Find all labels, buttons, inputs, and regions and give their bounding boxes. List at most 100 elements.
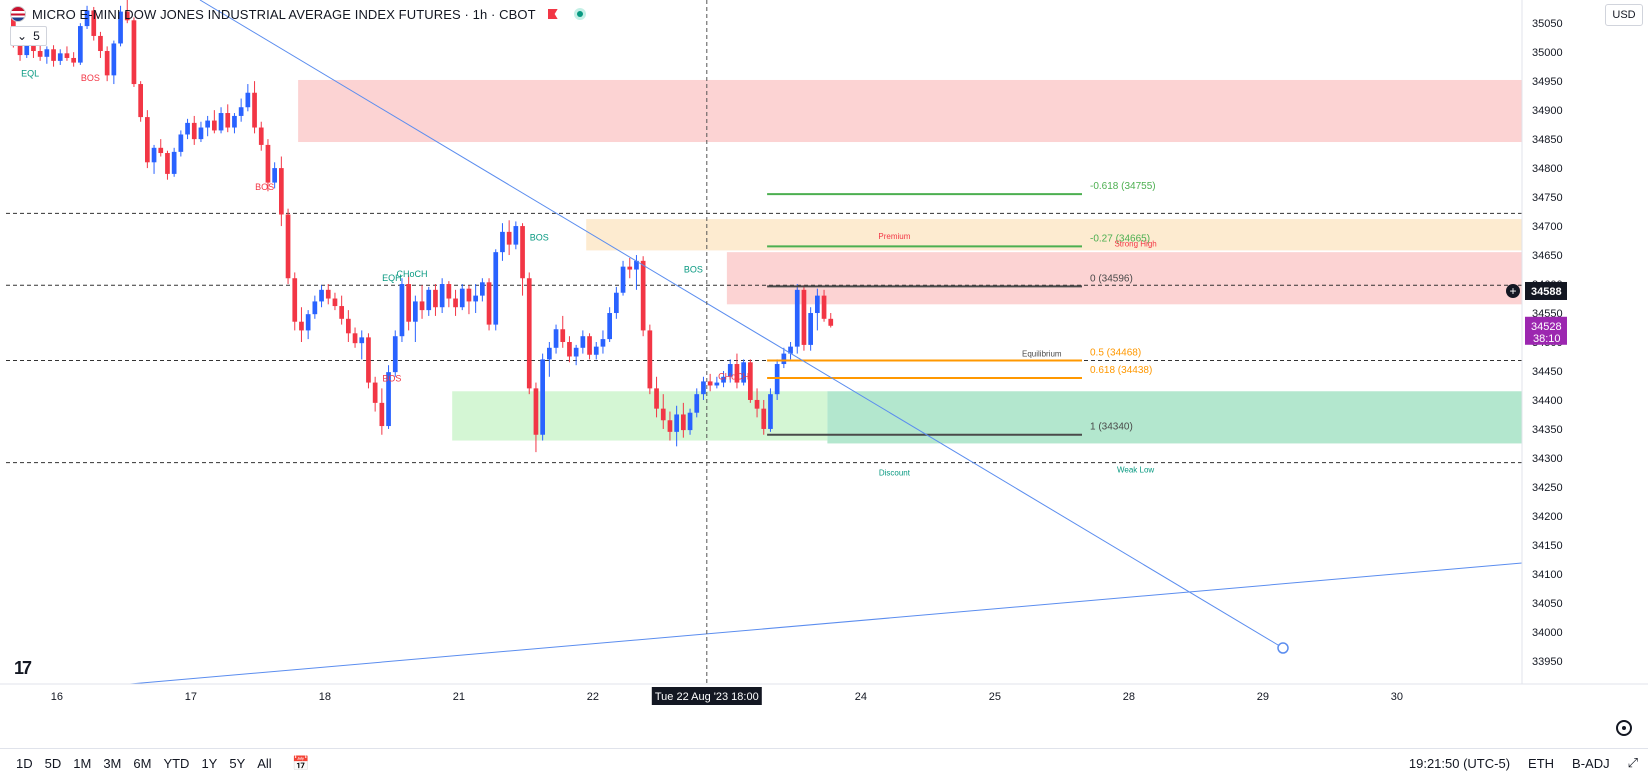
- current-price-badge[interactable]: [1525, 281, 1567, 300]
- candle-body[interactable]: [17, 40, 23, 56]
- session-button[interactable]: ETH: [1528, 755, 1555, 771]
- candle-body[interactable]: [285, 214, 291, 279]
- candle-body[interactable]: [332, 298, 338, 307]
- candle-body[interactable]: [225, 113, 231, 128]
- candle-body[interactable]: [392, 336, 398, 373]
- trendline-handle[interactable]: [1277, 642, 1289, 654]
- candle-body[interactable]: [252, 92, 257, 128]
- candle-body[interactable]: [520, 226, 525, 279]
- candle-body[interactable]: [681, 414, 686, 431]
- candle-body[interactable]: [667, 420, 673, 432]
- candle-body[interactable]: [714, 382, 720, 386]
- candle-body[interactable]: [205, 120, 210, 128]
- currency-button[interactable]: USD: [1605, 4, 1643, 26]
- candle-body[interactable]: [379, 402, 385, 427]
- candle-body[interactable]: [640, 260, 646, 331]
- candle-body[interactable]: [459, 288, 465, 308]
- candle-body[interactable]: [71, 57, 76, 63]
- candle-body[interactable]: [821, 295, 827, 319]
- candle-body[interactable]: [473, 295, 478, 302]
- candle-body[interactable]: [560, 329, 566, 342]
- candle-body[interactable]: [660, 408, 666, 421]
- candle-body[interactable]: [218, 113, 224, 131]
- candle-body[interactable]: [64, 53, 70, 58]
- candle-body[interactable]: [654, 388, 659, 409]
- candle-body[interactable]: [24, 39, 30, 56]
- candle-body[interactable]: [426, 289, 432, 311]
- candle-body[interactable]: [768, 394, 773, 429]
- candle-body[interactable]: [439, 284, 445, 308]
- add-alert-icon[interactable]: [1506, 283, 1520, 298]
- candle-body[interactable]: [721, 376, 726, 383]
- candle-body[interactable]: [131, 20, 137, 85]
- symbol-title[interactable]: MICRO E-MINI DOW JONES INDUSTRIAL AVERAG…: [32, 6, 536, 22]
- range-ytd-button[interactable]: YTD: [163, 755, 190, 771]
- candle-body[interactable]: [620, 266, 626, 293]
- candle-body[interactable]: [272, 168, 277, 183]
- candle-body[interactable]: [151, 147, 157, 163]
- candle-body[interactable]: [707, 381, 713, 386]
- candle-body[interactable]: [111, 43, 117, 76]
- candle-body[interactable]: [486, 282, 492, 325]
- candle-body[interactable]: [212, 120, 217, 131]
- candle-body[interactable]: [647, 330, 653, 389]
- candle-body[interactable]: [453, 298, 458, 308]
- candle-body[interactable]: [493, 252, 499, 325]
- range-all-button[interactable]: All: [257, 755, 272, 771]
- candle-body[interactable]: [265, 144, 271, 183]
- candle-body[interactable]: [808, 313, 813, 345]
- candle-body[interactable]: [366, 337, 371, 383]
- candle-body[interactable]: [312, 301, 318, 315]
- candle-body[interactable]: [674, 414, 679, 432]
- candle-body[interactable]: [734, 364, 740, 383]
- market-status-icon[interactable]: [573, 8, 586, 20]
- candle-body[interactable]: [634, 260, 639, 270]
- range-3m-button[interactable]: 3M: [103, 755, 122, 771]
- candle-body[interactable]: [801, 289, 807, 345]
- candle-body[interactable]: [748, 362, 753, 400]
- candle-body[interactable]: [84, 10, 90, 27]
- candle-body[interactable]: [44, 49, 50, 57]
- candle-body[interactable]: [573, 347, 579, 357]
- candle-body[interactable]: [761, 408, 767, 429]
- candle-body[interactable]: [191, 122, 197, 140]
- candle-body[interactable]: [540, 359, 545, 435]
- candle-body[interactable]: [815, 295, 820, 314]
- candle-body[interactable]: [346, 318, 351, 334]
- calendar-goto-icon[interactable]: 📅: [291, 754, 310, 771]
- candle-body[interactable]: [359, 337, 365, 344]
- candle-body[interactable]: [627, 266, 633, 270]
- candle-body[interactable]: [386, 372, 391, 427]
- candle-body[interactable]: [587, 336, 592, 355]
- flag-icon[interactable]: [547, 9, 558, 19]
- range-1d-button[interactable]: 1D: [16, 755, 33, 771]
- candle-body[interactable]: [480, 282, 485, 296]
- candle-body[interactable]: [198, 127, 204, 140]
- candle-body[interactable]: [245, 92, 251, 108]
- candle-body[interactable]: [325, 289, 331, 299]
- range-5d-button[interactable]: 5D: [44, 755, 62, 771]
- gear-icon[interactable]: [1616, 720, 1632, 736]
- candle-body[interactable]: [580, 336, 586, 348]
- candle-body[interactable]: [78, 26, 83, 63]
- range-1y-button[interactable]: 1Y: [201, 755, 218, 771]
- candle-body[interactable]: [57, 53, 63, 61]
- candle-body[interactable]: [593, 346, 599, 355]
- candle-body[interactable]: [727, 364, 733, 377]
- candle-body[interactable]: [406, 284, 411, 322]
- candle-body[interactable]: [185, 122, 190, 135]
- candle-body[interactable]: [466, 288, 472, 302]
- candle-body[interactable]: [788, 346, 793, 354]
- candle-body[interactable]: [774, 364, 780, 395]
- candle-body[interactable]: [319, 289, 324, 302]
- candle-body[interactable]: [98, 35, 103, 52]
- candle-body[interactable]: [446, 284, 452, 299]
- candle-body[interactable]: [781, 353, 787, 365]
- candle-body[interactable]: [433, 289, 438, 308]
- candle-body[interactable]: [600, 339, 606, 347]
- candle-body[interactable]: [305, 314, 311, 331]
- candle-body[interactable]: [352, 333, 358, 344]
- candle-body[interactable]: [299, 321, 304, 331]
- candle-body[interactable]: [513, 226, 519, 245]
